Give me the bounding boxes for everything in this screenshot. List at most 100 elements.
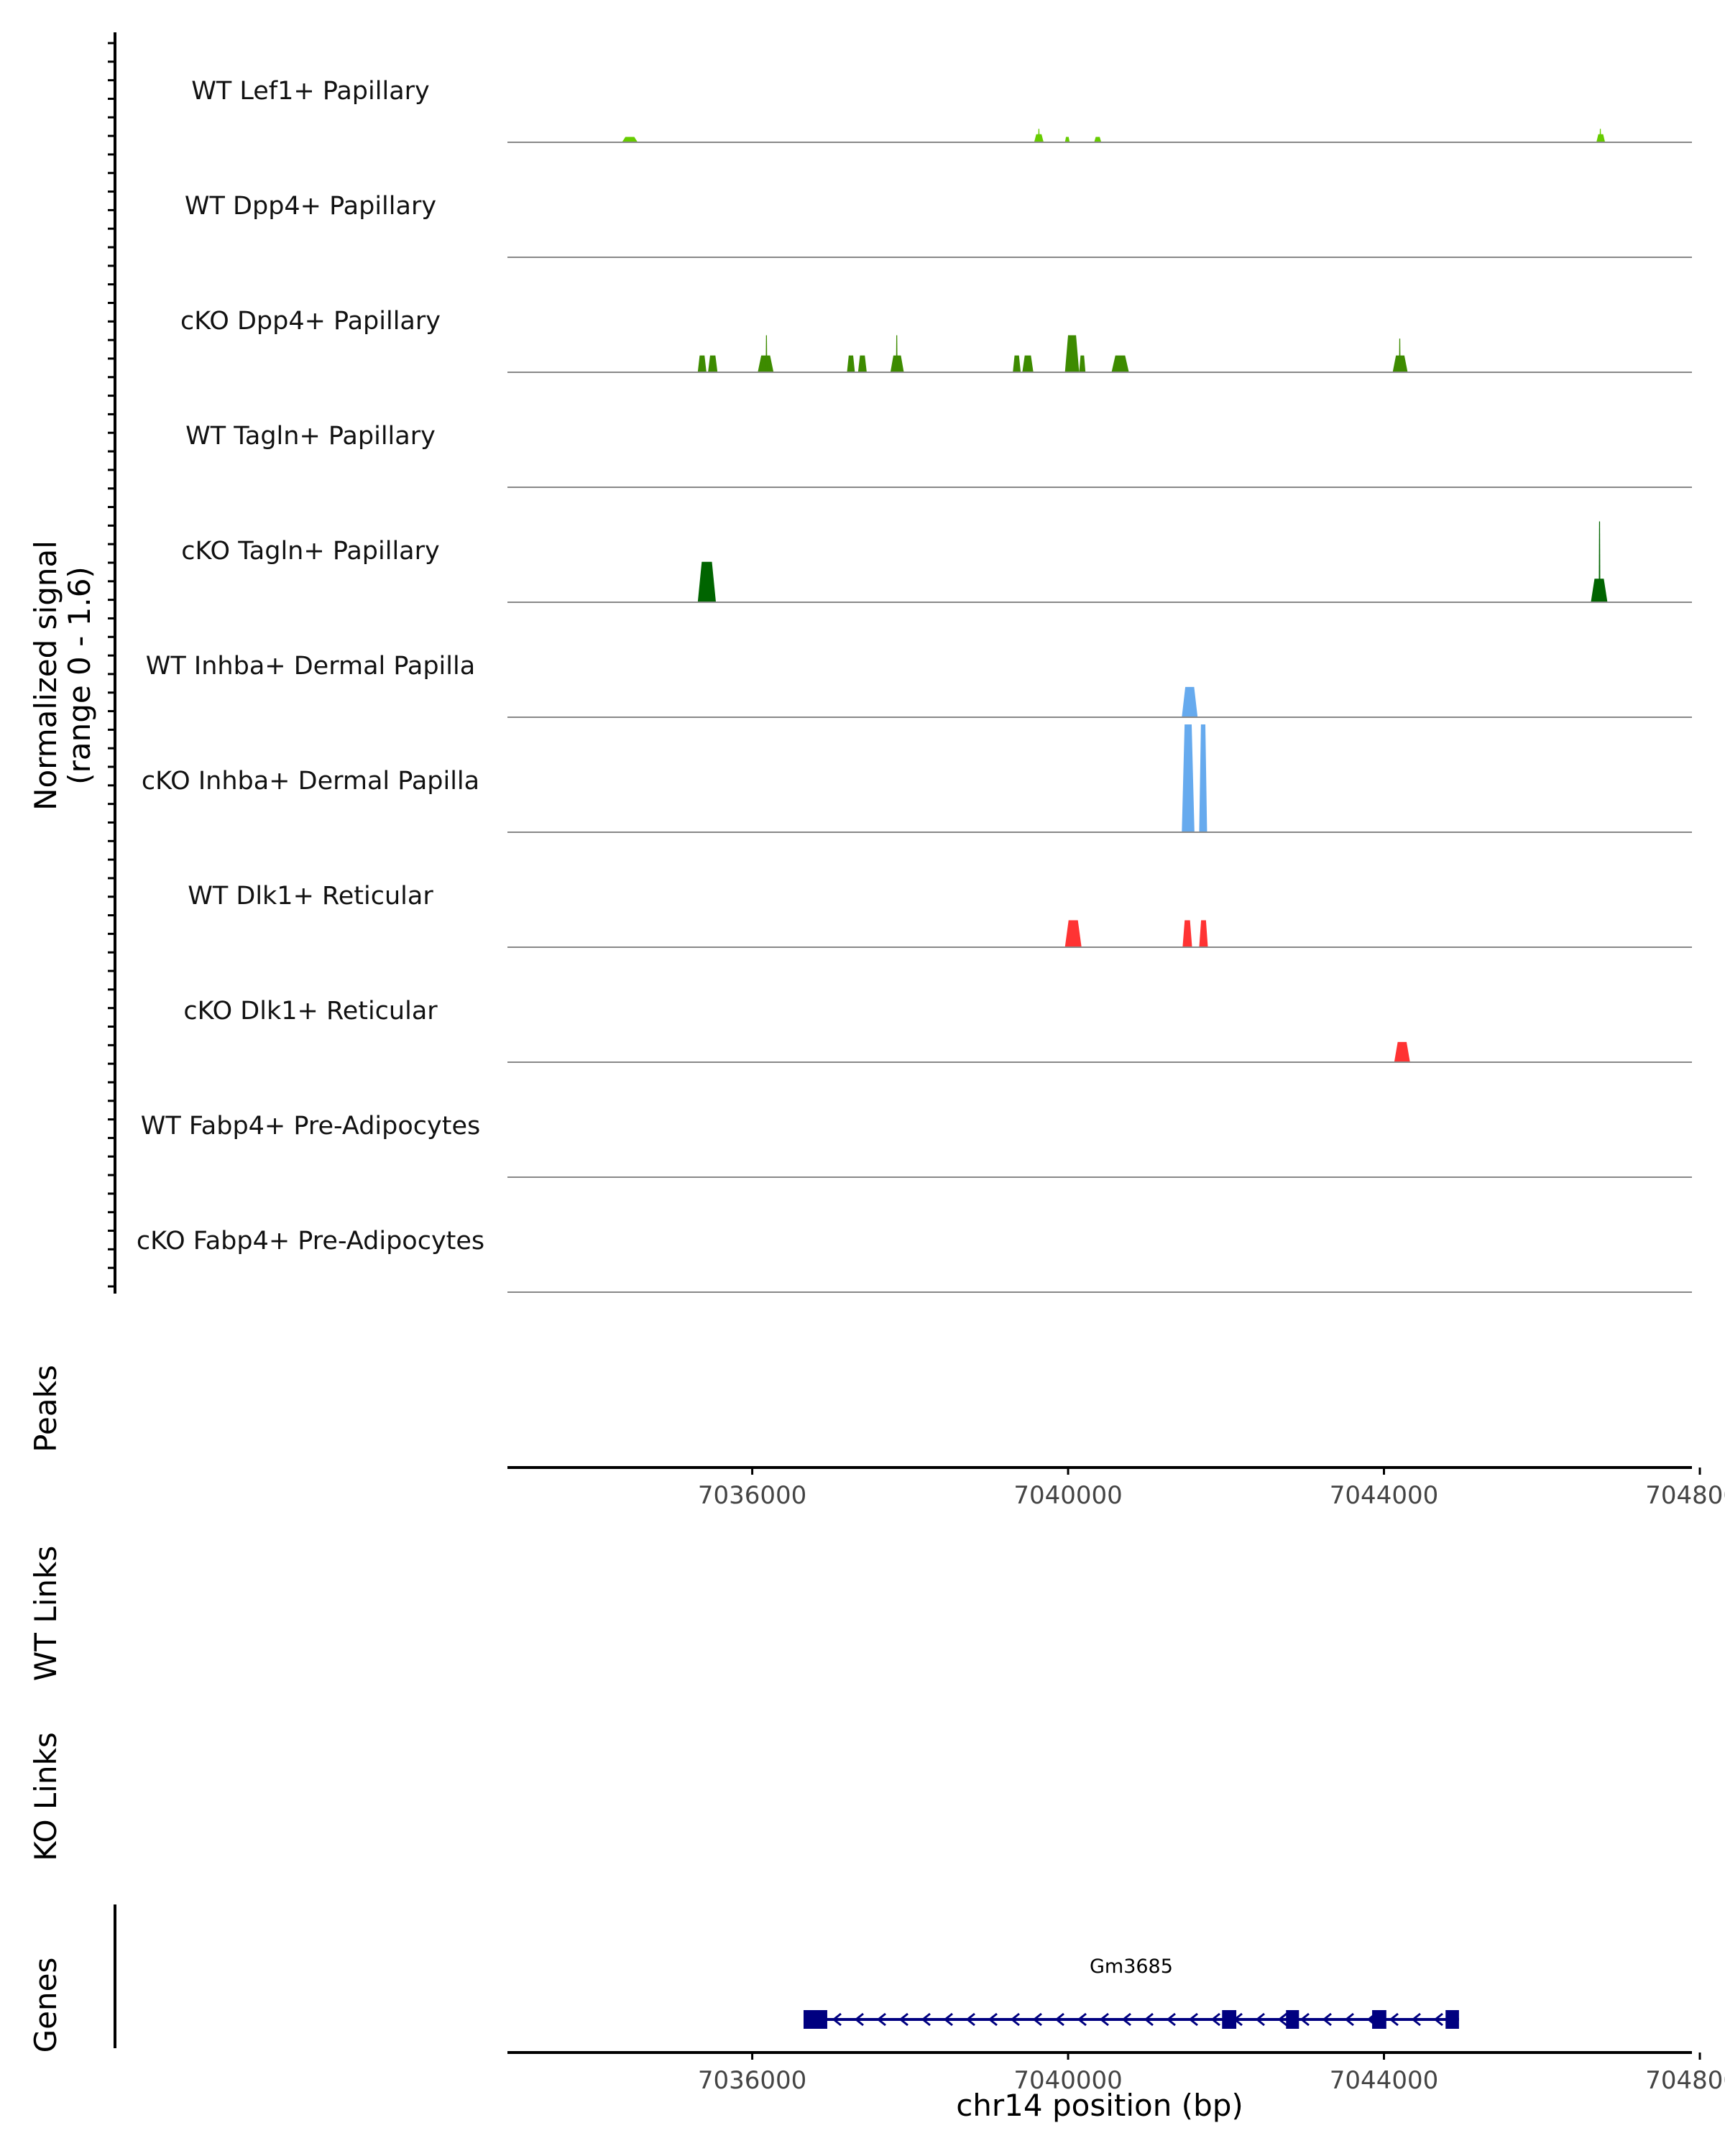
genes-x-axis: 7036000 7040000 7044000 7048000 [507,2051,1725,2095]
track: cKO Dpp4+ Papillary [180,307,1692,373]
strand-arrow [1389,2012,1399,2027]
signal-peak [1079,355,1086,372]
gene-exon [1445,2010,1459,2029]
signal-peak [847,355,855,372]
signal-peak [1598,521,1601,602]
strand-arrow [1166,2012,1176,2027]
strand-arrow [1054,2012,1064,2027]
track-label: WT Fabp4+ Pre-Adipocytes [141,1112,480,1141]
signal-peak [1182,724,1195,832]
strand-arrow [1255,2012,1265,2027]
strand-arrow [943,2012,953,2027]
track-label: WT Inhba+ Dermal Papilla [146,652,475,681]
peaks-x-axis: 7036000 7040000 7044000 7048000 [507,1466,1725,1510]
coverage-tracks: WT Lef1+ Papillary WT Dpp4+ Papillary cKO … [137,77,1692,1293]
signal-peak [1394,1041,1410,1062]
signal-peak [1038,129,1040,142]
strand-arrow [1010,2012,1020,2027]
track: WT Lef1+ Papillary [191,77,1692,143]
strand-arrow [1077,2012,1087,2027]
track-label: WT Lef1+ Papillary [191,77,430,106]
signal-peak [896,335,898,372]
signal-peak [1199,920,1208,947]
strand-arrow [1433,2012,1443,2027]
signal-peak [1094,137,1102,142]
strand-arrow [1210,2012,1220,2027]
track: WT Fabp4+ Pre-Adipocytes [141,1112,1692,1178]
strand-arrow [1344,2012,1354,2027]
x-tick-label: 7040000 [1013,2066,1122,2095]
strand-arrow [854,2012,864,2027]
strand-arrow [1277,2012,1287,2027]
x-tick-label: 7048000 [1645,1481,1725,1510]
track: WT Tagln+ Papillary [185,422,1692,488]
signal-peak [1022,355,1034,372]
strand-arrow [1032,2012,1042,2027]
signal-peak [622,137,638,142]
x-tick-label: 7036000 [698,2066,806,2095]
track: cKO Tagln+ Papillary [181,521,1692,603]
signal-peak [697,561,717,602]
track-label: cKO Dlk1+ Reticular [183,997,438,1026]
signal-peak [758,355,774,372]
strand-arrow [965,2012,975,2027]
x-tick-label: 7036000 [698,1481,806,1510]
signal-peak [1111,355,1129,372]
signal-peak [708,355,718,372]
signal-axis [108,32,116,1294]
strand-arrow [1144,2012,1154,2027]
signal-peak [697,355,707,372]
signal-peak [1064,137,1070,142]
strand-arrow [876,2012,886,2027]
track-label: WT Dlk1+ Reticular [188,882,433,911]
track: cKO Dlk1+ Reticular [183,997,1692,1063]
track-label: cKO Dpp4+ Papillary [180,307,441,336]
strand-arrow [1322,2012,1332,2027]
wt-links-panel-label: WT Links [28,1546,63,1681]
peaks-panel-label: Peaks [28,1365,63,1452]
signal-peak [1182,686,1198,717]
track-label: cKO Inhba+ Dermal Papilla [142,767,479,796]
x-tick-label: 7040000 [1013,1481,1122,1510]
track: cKO Inhba+ Dermal Papilla [142,724,1692,833]
signal-peak [1064,335,1080,372]
strand-arrow [1300,2012,1310,2027]
gene-exon [1372,2010,1386,2029]
strand-arrow [1411,2012,1421,2027]
signal-peak [1599,129,1601,142]
gene-exon [1286,2010,1300,2029]
track: cKO Fabp4+ Pre-Adipocytes [137,1227,1692,1293]
gene-track: Gm3685 [804,1955,1459,2029]
track: WT Dlk1+ Reticular [188,882,1692,948]
gene-exon [1222,2010,1237,2029]
strand-arrow [1188,2012,1198,2027]
signal-axis-label: Normalized signal [28,540,63,811]
x-tick-label: 7044000 [1330,1481,1438,1510]
x-tick-label: 7048000 [1645,2066,1725,2095]
signal-peak [765,335,768,372]
strand-arrow [832,2012,842,2027]
track-label: WT Tagln+ Papillary [185,422,436,451]
signal-peak [1182,920,1192,947]
genes-panel-label: Genes [28,1958,63,2053]
x-axis-label: chr14 position (bp) [956,2088,1243,2123]
strand-arrow [1121,2012,1131,2027]
signal-peak [1199,724,1208,832]
x-tick-label: 7044000 [1330,2066,1438,2095]
strand-arrow [988,2012,998,2027]
track-label: cKO Tagln+ Papillary [181,537,440,566]
track-label: WT Dpp4+ Papillary [185,192,436,221]
gene-exon [804,2010,827,2029]
track: WT Inhba+ Dermal Papilla [146,652,1692,718]
strand-arrow [898,2012,908,2027]
signal-peak [857,355,867,372]
signal-axis-range-label: (range 0 - 1.6) [62,566,97,785]
strand-arrow [921,2012,931,2027]
signal-peak [1013,355,1021,372]
strand-arrow [1099,2012,1109,2027]
ko-links-panel-label: KO Links [28,1732,63,1861]
track: WT Dpp4+ Papillary [185,192,1692,258]
track-label: cKO Fabp4+ Pre-Adipocytes [137,1227,484,1256]
gene-name-label: Gm3685 [1090,1955,1173,1978]
signal-peak [1399,338,1401,372]
